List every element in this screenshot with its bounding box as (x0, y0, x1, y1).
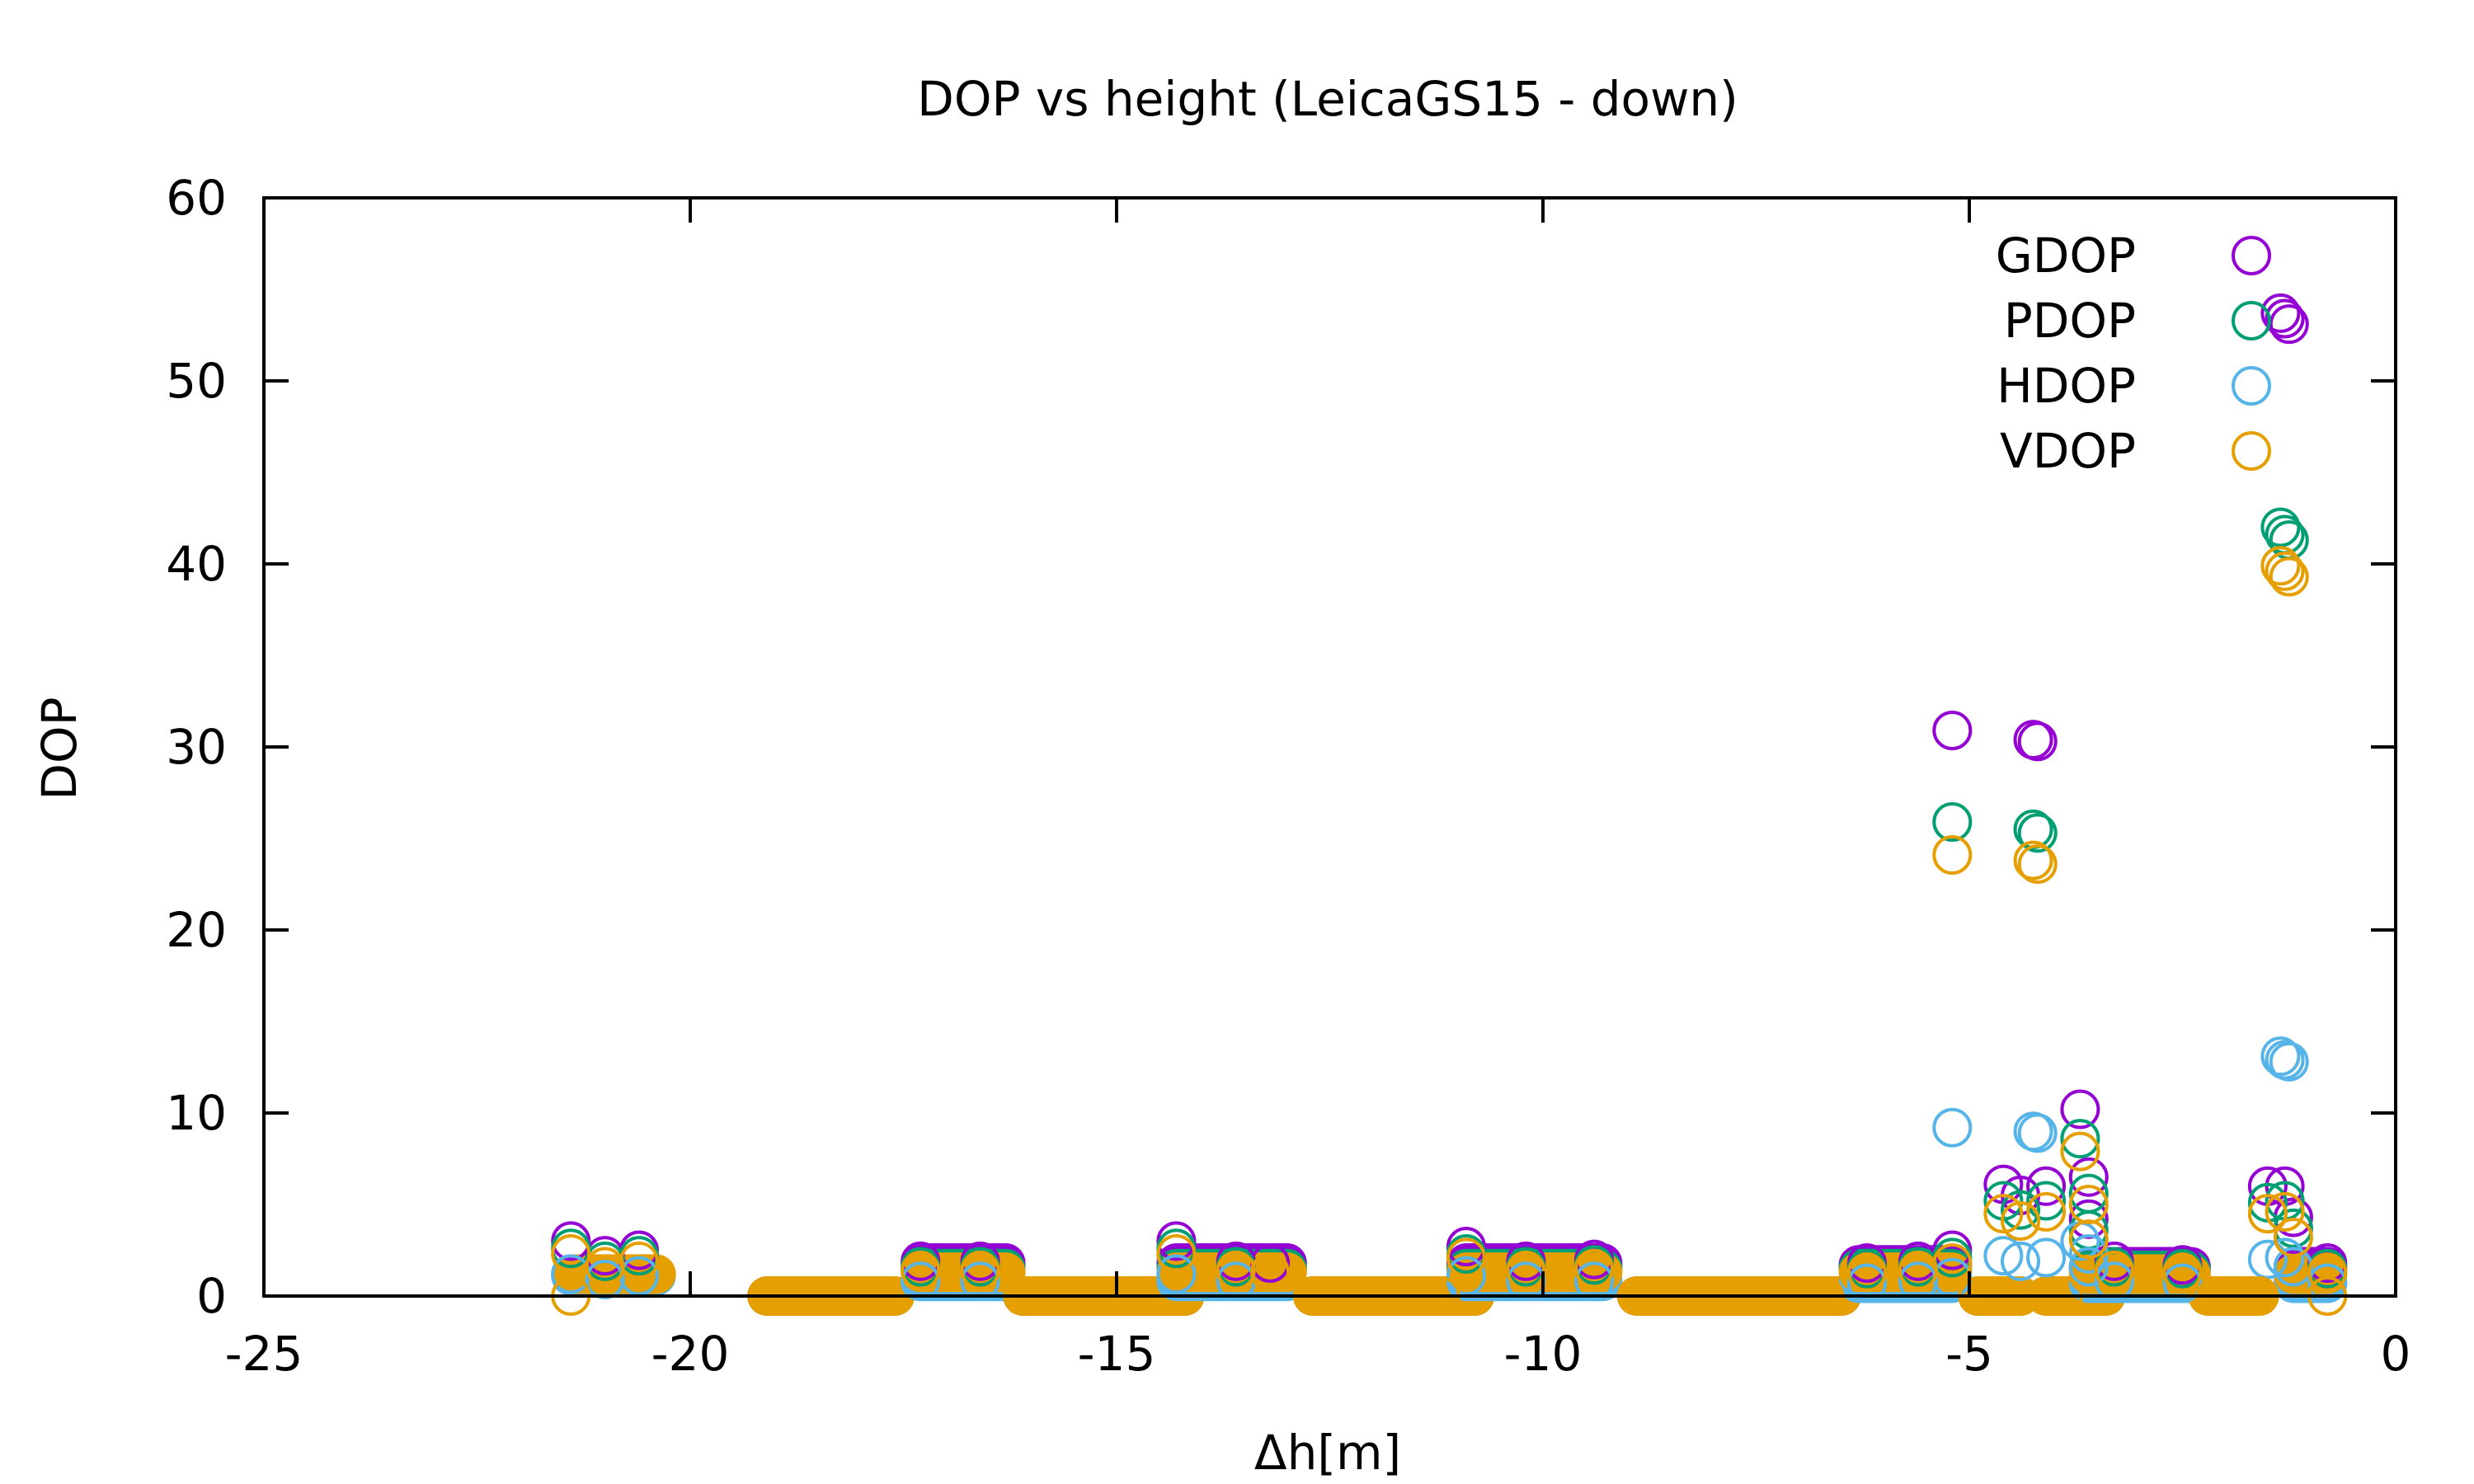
data-point-vdop (2001, 1200, 2041, 1241)
data-point-gdop (2060, 1089, 2100, 1129)
data-point-pdop (1932, 802, 1973, 843)
x-axis-label: Δh[m] (1254, 1425, 1401, 1481)
legend-label-vdop: VDOP (2000, 423, 2136, 479)
data-point-vdop (1932, 834, 1973, 875)
legend: GDOP PDOP HDOP VDOP (1996, 228, 2271, 479)
data-point-hdop (2260, 1036, 2301, 1077)
data-point-hdop (2265, 1237, 2305, 1278)
data-point-pdop (2017, 813, 2058, 853)
data-point-vdop (2265, 1191, 2305, 1232)
data-point-vdop (2307, 1252, 2348, 1293)
data-point-vdop (2265, 551, 2305, 591)
data-point-gdop (2017, 721, 2058, 762)
data-point-vdop (2060, 1131, 2100, 1172)
data-point-vdop (2026, 1191, 2067, 1232)
x-tick-label: -10 (1504, 1326, 1583, 1382)
y-tick-label: 50 (166, 353, 227, 409)
data-point-vdop (1983, 1194, 2024, 1234)
data-point-hdop (2094, 1261, 2134, 1302)
data-point-hdop (2269, 1041, 2309, 1082)
data-point-vdop (1156, 1233, 1197, 1274)
data-point-vdop (551, 1233, 591, 1274)
data-point-gdop (1932, 711, 1973, 751)
data-point-pdop (2026, 1181, 2067, 1221)
data-point-hdop (1898, 1261, 1938, 1302)
data-point-hdop (585, 1260, 625, 1300)
data-point-vdop (2260, 546, 2301, 586)
data-point-vdop (2273, 1217, 2313, 1257)
legend-marker-hdop (2232, 366, 2271, 406)
data-point-vdop (2013, 840, 2053, 881)
data-point-hdop (960, 1261, 1000, 1302)
data-point-vdop (1574, 1248, 1615, 1289)
data-point-vdop (618, 1241, 659, 1281)
x-tick-label: 0 (2381, 1326, 2411, 1382)
data-point-vdop (2247, 1194, 2288, 1234)
legend-label-gdop: GDOP (1996, 228, 2136, 284)
y-tick-label: 30 (166, 719, 227, 775)
x-tick-label: -15 (1078, 1326, 1156, 1382)
data-point-vdop (1932, 1243, 1973, 1284)
data-point-vdop (1446, 1237, 1486, 1278)
data-point-vdop (960, 1250, 1000, 1290)
data-point-vdop (2094, 1250, 2134, 1290)
legend-marker-vdop (2232, 431, 2271, 471)
data-point-hdop (2068, 1247, 2109, 1287)
data-point-gdop (2026, 1166, 2067, 1206)
axes: -25 -20 -15 -10 -5 0 0 10 20 30 40 50 60 (166, 170, 2411, 1382)
data-point-hdop (1156, 1254, 1197, 1294)
data-point-hdop (1574, 1261, 1615, 1302)
legend-label-hdop: HDOP (1997, 358, 2136, 414)
data-point-hdop (2307, 1263, 2348, 1303)
x-tick-label: -25 (225, 1326, 303, 1382)
data-point-pdop (2060, 1119, 2100, 1159)
chart-title: DOP vs height (LeicaGS15 - down) (917, 71, 1738, 127)
data-point-hdop (1983, 1236, 2024, 1276)
data-point-gdop (2068, 1157, 2109, 1197)
data-point-hdop (1932, 1107, 1973, 1148)
data-point-vdop (1216, 1250, 1256, 1290)
data-point-pdop (2001, 1190, 2041, 1230)
data-point-gdop (2269, 304, 2309, 345)
data-point-vdop (2068, 1219, 2109, 1260)
y-axis-label: DOP (31, 697, 87, 800)
data-point-hdop (2026, 1237, 2067, 1278)
data-point-vdop (2269, 556, 2309, 597)
legend-marker-pdop (2232, 301, 2271, 340)
legend-label-pdop: PDOP (2004, 293, 2136, 349)
data-point-gdop (2265, 298, 2305, 339)
x-tick-label: -20 (651, 1326, 730, 1382)
data-point-hdop (1446, 1256, 1486, 1296)
y-tick-label: 10 (166, 1085, 227, 1141)
data-point-vdop (901, 1250, 941, 1290)
data-point-vdop (1506, 1250, 1546, 1290)
data-point-hdop (1846, 1263, 1887, 1303)
x-tick-label: -5 (1945, 1326, 1993, 1382)
legend-marker-gdop (2232, 236, 2271, 275)
y-tick-label: 0 (196, 1268, 227, 1324)
data-point-vdop (2162, 1252, 2203, 1293)
data-point-hdop (901, 1261, 941, 1302)
data-point-hdop (2001, 1241, 2041, 1281)
data-point-pdop (2260, 507, 2301, 547)
data-point-hdop (2247, 1239, 2288, 1280)
data-point-gdop (2260, 293, 2301, 333)
data-point-vdop (2017, 844, 2058, 885)
y-tick-label: 20 (166, 902, 227, 958)
data-point-vdop (1846, 1252, 1887, 1293)
y-tick-label: 40 (166, 536, 227, 592)
data-point-vdop (1250, 1252, 1291, 1293)
data-point-hdop (2017, 1113, 2058, 1153)
y-tick-label: 60 (166, 170, 227, 226)
data-point-hdop (2162, 1263, 2203, 1303)
